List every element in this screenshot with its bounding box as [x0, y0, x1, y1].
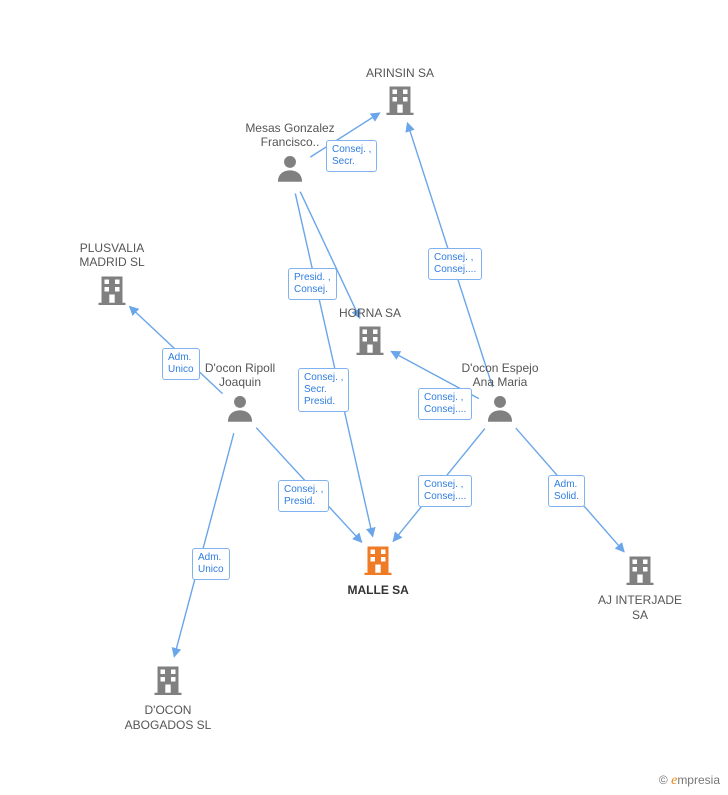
edge-line [174, 433, 234, 657]
edge-line [516, 428, 624, 552]
edge-line [130, 306, 223, 393]
copyright-symbol: © [659, 773, 668, 787]
edge-line [393, 429, 485, 542]
network-canvas [0, 0, 728, 795]
edge-line [310, 113, 380, 157]
edge-line [295, 193, 372, 536]
edge-line [391, 351, 479, 398]
brand-rest: mpresia [677, 773, 720, 787]
edge-line [256, 428, 362, 543]
edge-line [407, 123, 492, 387]
footer-brand: © empresia [659, 773, 720, 789]
